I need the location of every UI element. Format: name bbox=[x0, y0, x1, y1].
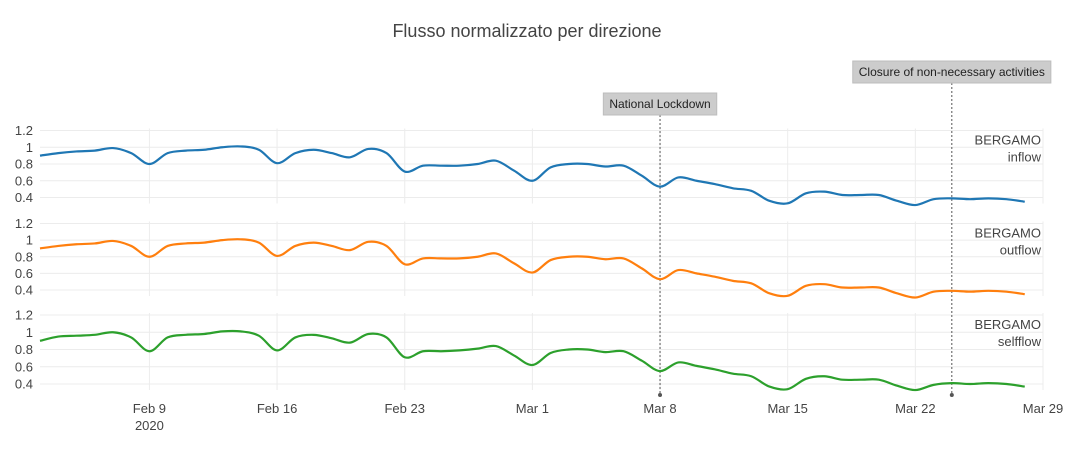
x-tick-label: Feb 16 bbox=[257, 401, 297, 416]
grid bbox=[40, 128, 1044, 390]
series-line-2 bbox=[39, 238, 1025, 299]
y-tick-label: 1.2 bbox=[15, 123, 33, 138]
x-axis-ticks: Feb 9 2020 Feb 16 Feb 23 Mar 1 Mar 8 Mar 15 Mar… bbox=[133, 401, 1063, 433]
y-tick-label: 0.6 bbox=[15, 173, 33, 188]
event-marker bbox=[949, 393, 954, 397]
y-tick-label: 1 bbox=[26, 233, 33, 248]
panel-label: BERGAMO bbox=[975, 133, 1041, 148]
y-tick-label: 0.6 bbox=[15, 359, 33, 374]
series-line-1 bbox=[39, 145, 1025, 207]
event-lines bbox=[658, 83, 954, 397]
panel-label: BERGAMO bbox=[975, 226, 1041, 241]
y-axis-ticks: 0.40.60.811.20.40.60.811.20.40.60.811.2 bbox=[15, 123, 33, 392]
y-tick-label: 0.8 bbox=[15, 157, 33, 172]
x-tick-label: Mar 15 bbox=[767, 401, 807, 416]
x-tick-label: Mar 29 bbox=[1023, 401, 1063, 416]
y-tick-label: 1.2 bbox=[15, 216, 33, 231]
panel-label: selfflow bbox=[998, 334, 1042, 349]
event-annotation-text: National Lockdown bbox=[609, 97, 710, 111]
x-tick-label: Mar 1 bbox=[516, 401, 549, 416]
panel-label: outflow bbox=[1000, 243, 1042, 258]
series-lines bbox=[39, 145, 1025, 392]
event-annotation-box bbox=[852, 60, 1052, 84]
panel-label: inflow bbox=[1008, 150, 1042, 165]
y-tick-label: 0.8 bbox=[15, 249, 33, 264]
panel-label: BERGAMO bbox=[975, 317, 1041, 332]
x-tick-sublabel: 2020 bbox=[135, 418, 164, 433]
y-tick-label: 0.4 bbox=[15, 283, 33, 298]
event-annotations: National Lockdown Closure of non-necessar… bbox=[602, 60, 1052, 116]
panel-labels: BERGAMO inflow BERGAMO outflow BERGAMO selffl… bbox=[975, 133, 1042, 350]
y-tick-label: 1 bbox=[26, 325, 33, 340]
x-tick-label: Mar 8 bbox=[643, 401, 676, 416]
y-tick-label: 1.2 bbox=[15, 308, 33, 323]
series-line-3 bbox=[39, 329, 1025, 392]
event-marker bbox=[658, 393, 663, 397]
event-annotation-text: Closure of non-necessary activities bbox=[859, 65, 1045, 79]
event-annotation: Closure of non-necessary activities bbox=[852, 60, 1052, 84]
y-tick-label: 0.4 bbox=[15, 190, 33, 205]
x-tick-label: Feb 23 bbox=[384, 401, 424, 416]
x-tick-label: Mar 22 bbox=[895, 401, 935, 416]
y-tick-label: 0.8 bbox=[15, 342, 33, 357]
x-tick-label: Feb 9 bbox=[133, 401, 166, 416]
event-annotation-box bbox=[602, 92, 718, 116]
y-tick-label: 0.6 bbox=[15, 266, 33, 281]
chart-title: Flusso normalizzato per direzione bbox=[392, 21, 661, 41]
y-tick-label: 0.4 bbox=[15, 377, 33, 392]
y-tick-label: 1 bbox=[26, 140, 33, 155]
event-annotation: National Lockdown bbox=[602, 92, 718, 116]
